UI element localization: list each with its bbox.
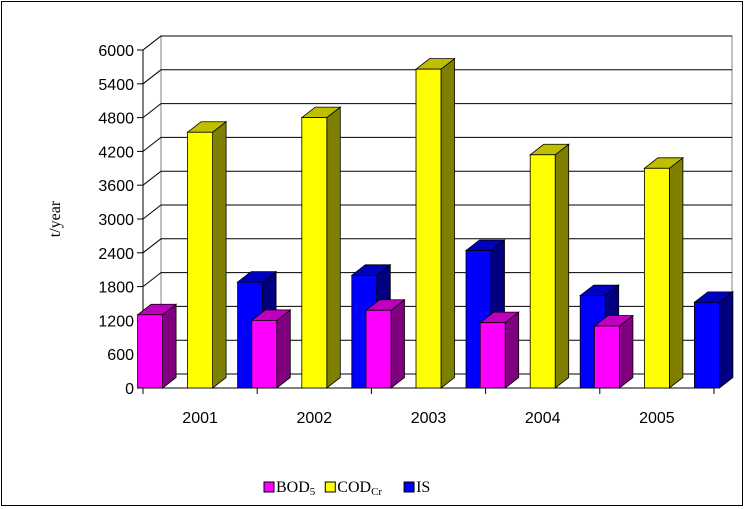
bar-cod-2004 (529, 143, 570, 389)
bar-side (276, 309, 291, 389)
bar-cod-2002 (300, 106, 342, 389)
legend-label: BOD (276, 479, 310, 496)
legend-label: COD (337, 479, 371, 496)
bar-side (440, 57, 455, 389)
bar-front (251, 319, 278, 389)
legend-label: IS (416, 479, 430, 496)
y-tick-label: 4200 (98, 144, 134, 161)
legend-label-subscript: 5 (310, 486, 316, 498)
x-tick-label: 2004 (525, 410, 561, 427)
bar-side (619, 314, 634, 389)
bar-front (415, 68, 442, 389)
gridline (142, 69, 732, 85)
legend-item-cod: COD Cr (324, 479, 382, 498)
bar-bod-2005 (593, 314, 635, 389)
x-tick-label: 2005 (639, 410, 675, 427)
bar-side (554, 143, 570, 389)
bar-bod-2003 (364, 298, 406, 389)
x-tick-labels: 2001 2002 2003 2004 2005 (182, 410, 674, 427)
y-tick-label: 1200 (98, 313, 134, 330)
bar-front (137, 314, 164, 389)
bar-side (212, 120, 227, 389)
bar-bod-2004 (479, 311, 520, 389)
y-axis-title: t/year (47, 200, 64, 237)
x-tick-label: 2002 (297, 410, 333, 427)
bar-side (669, 156, 684, 389)
legend-item-bod: BOD 5 (263, 479, 316, 498)
bar-bod-2002 (250, 309, 292, 389)
legend-swatch (403, 481, 415, 493)
y-tick-label: 6000 (98, 43, 134, 60)
bar-front (301, 117, 328, 389)
y-tick-label: 600 (107, 347, 134, 364)
legend-item-is: IS (403, 479, 430, 496)
bars (136, 57, 735, 389)
bar-is-2005 (693, 291, 735, 389)
bar-front (594, 325, 620, 389)
bar-side (326, 106, 341, 389)
bar-side (719, 291, 734, 389)
bar-front (694, 301, 720, 389)
legend-swatch (263, 481, 275, 493)
bar-front (187, 131, 214, 389)
bar-front (479, 322, 506, 389)
bar-cod-2003 (414, 57, 456, 389)
legend-label-subscript: Cr (371, 486, 382, 498)
bar-side (162, 303, 177, 389)
y-tick-label: 3600 (98, 178, 134, 195)
y-tick-label: 4800 (98, 111, 134, 128)
bar-cod-2005 (643, 156, 685, 389)
bar-front (365, 309, 392, 389)
legend: BOD 5 COD Cr IS (263, 479, 430, 498)
x-tick-label: 2001 (182, 410, 218, 427)
gridline (142, 136, 732, 152)
bar-side (504, 311, 520, 389)
y-tick-labels: 0 600 1200 1800 2400 3000 3600 4200 4800 5400 6000 (98, 43, 134, 398)
bar-bod-2001 (136, 303, 178, 389)
bar-side (390, 298, 405, 389)
bar-cod-2001 (186, 120, 228, 389)
y-tick-label: 0 (125, 381, 134, 398)
legend-swatch (324, 481, 336, 493)
y-tick-label: 2400 (98, 246, 134, 263)
bar-front (644, 167, 670, 389)
y-tick-label: 1800 (98, 280, 134, 297)
y-tick-label: 5400 (98, 77, 134, 94)
x-tick-label: 2003 (411, 410, 447, 427)
y-tick-label: 3000 (98, 212, 134, 229)
gridline (142, 35, 732, 51)
bar-front (529, 154, 556, 389)
gridline (142, 103, 732, 118)
